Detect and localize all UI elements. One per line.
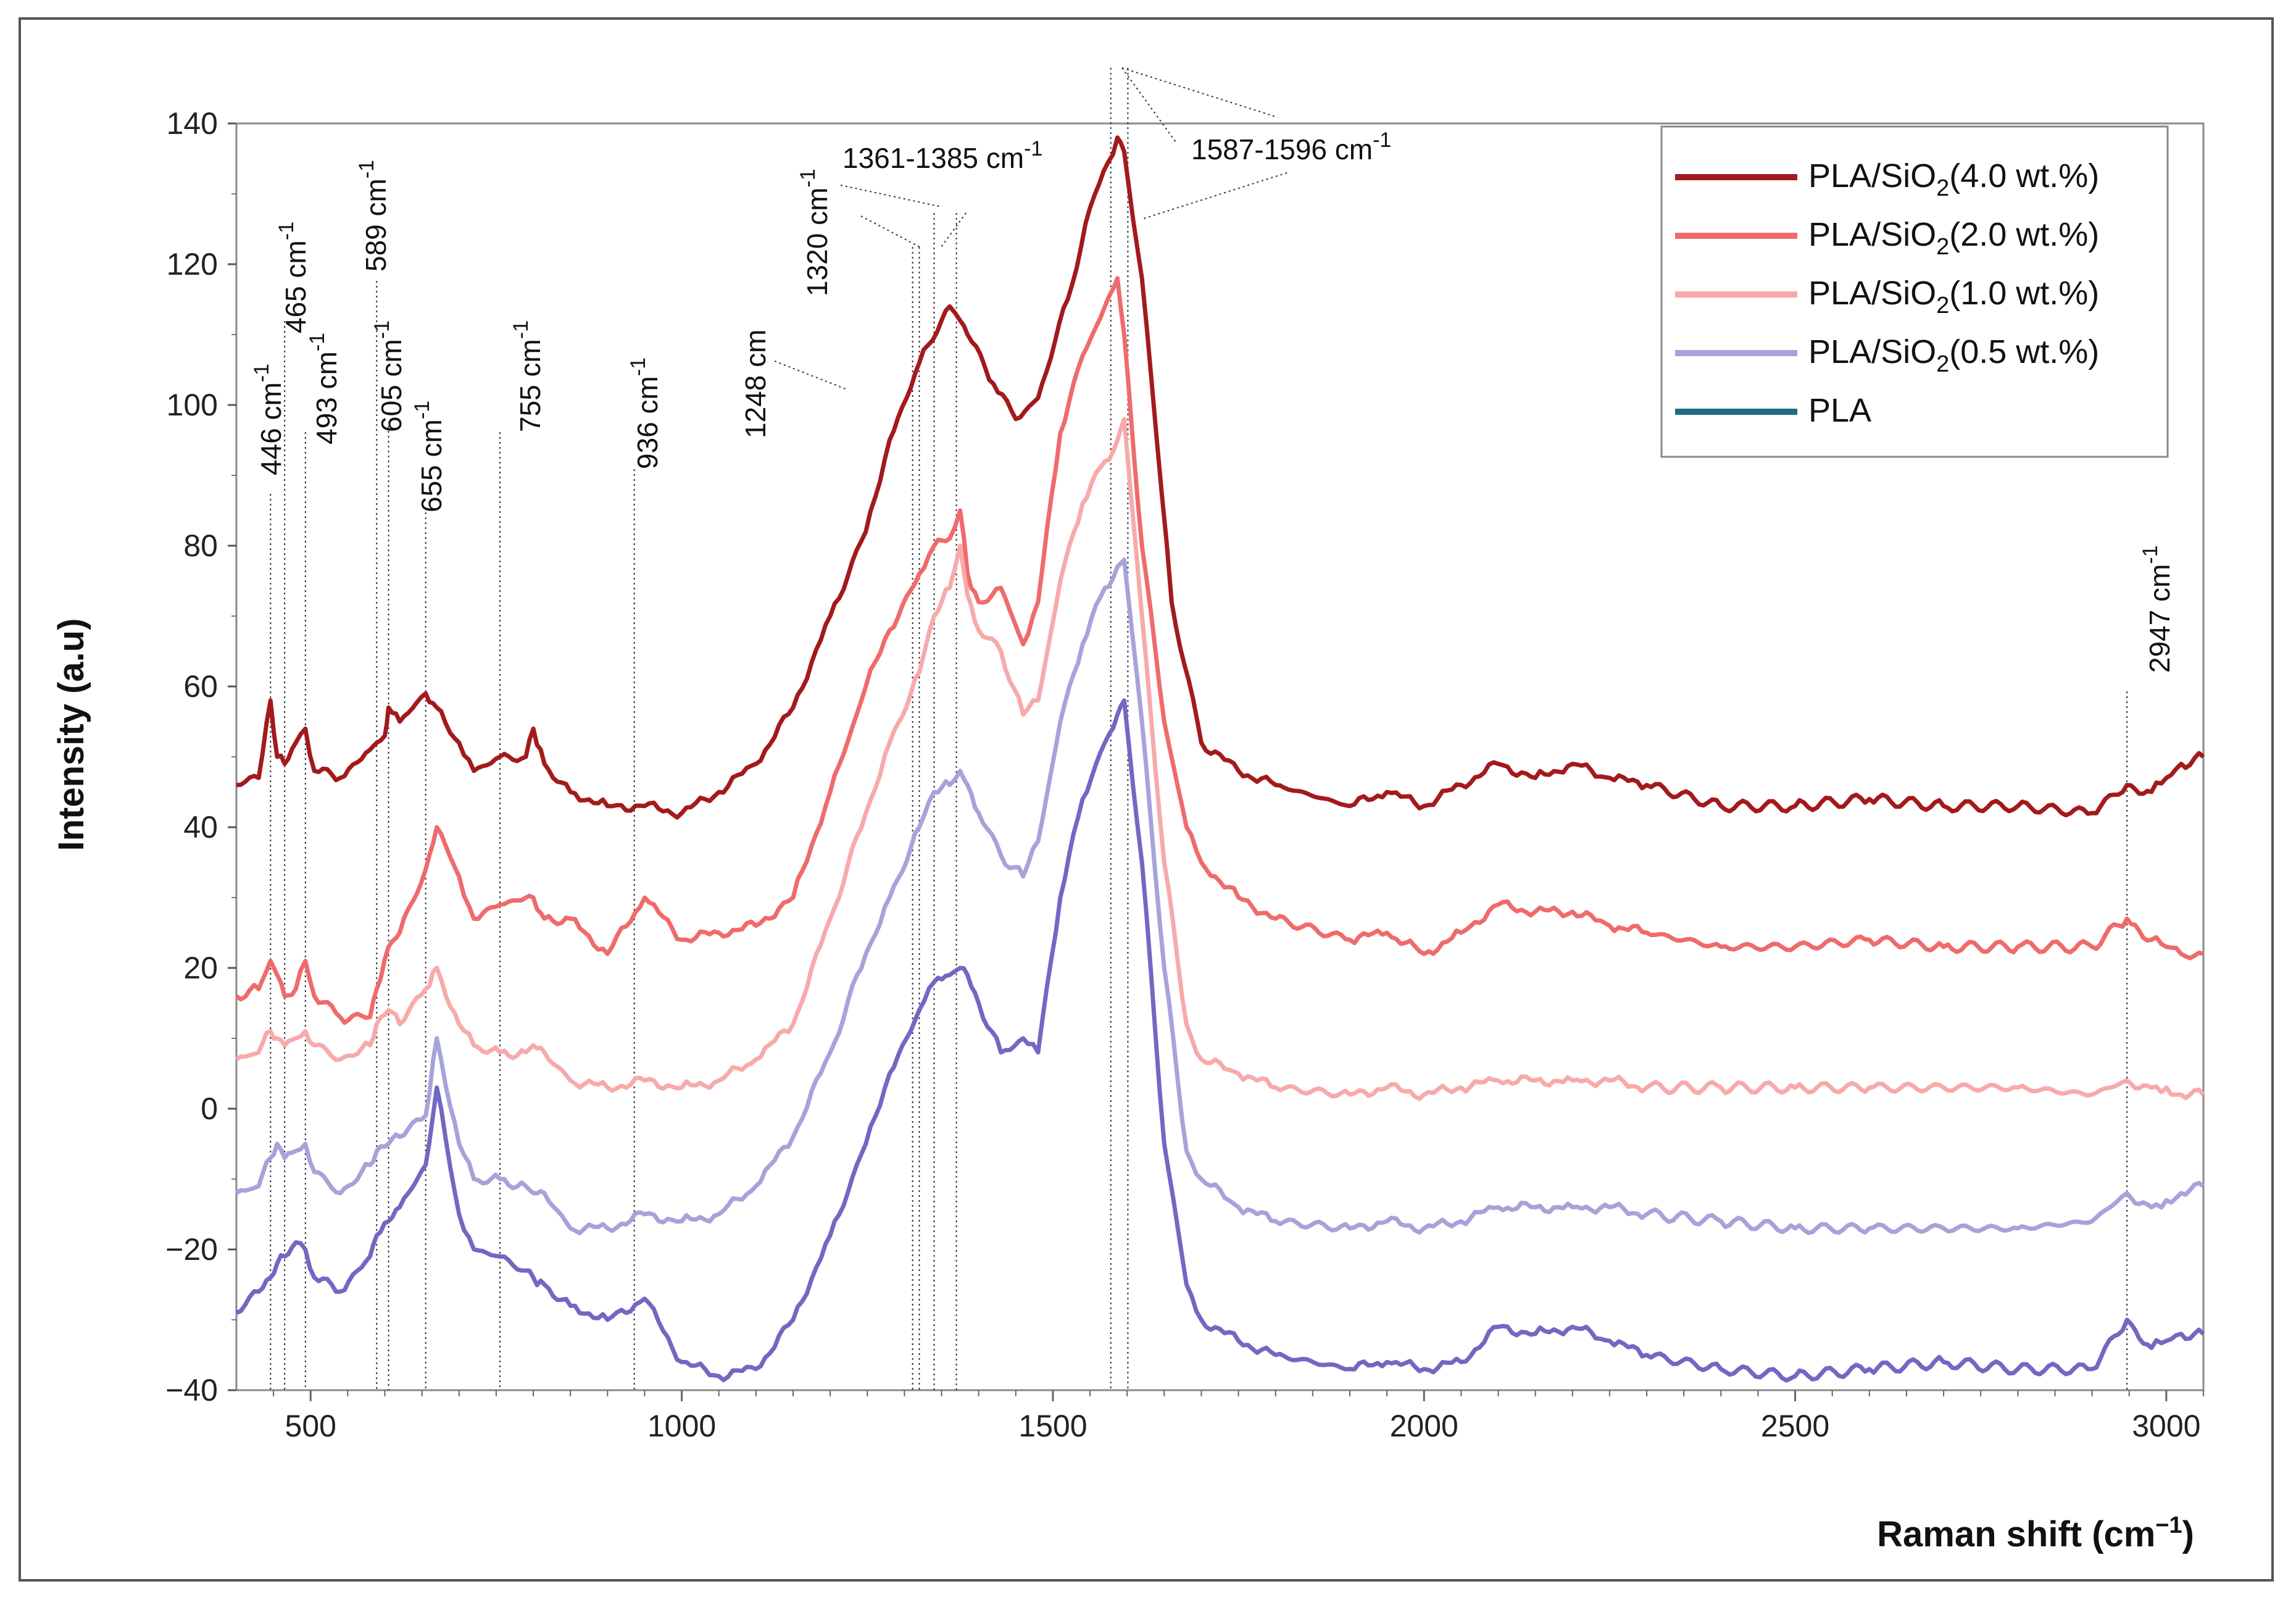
x-tick-label: 3000	[2132, 1409, 2200, 1443]
peak-label: 1361-1385 cm-1	[842, 137, 1042, 174]
label-leader-line	[1141, 172, 1287, 220]
y-tick-label: 80	[183, 528, 218, 563]
x-tick-label: 1500	[1018, 1409, 1087, 1443]
peak-label: 755 cm-1	[509, 320, 546, 432]
label-leader-line	[774, 361, 846, 390]
series-line	[235, 698, 2205, 1383]
peak-label: 2947 cm-1	[2139, 545, 2176, 673]
x-tick-label: 500	[285, 1409, 336, 1443]
series-line	[235, 557, 2205, 1236]
legend-label: PLA	[1808, 392, 1871, 429]
peak-label: 1587-1596 cm-1	[1191, 128, 1391, 165]
x-tick-label: 2000	[1390, 1409, 1458, 1443]
legend-label: PLA/SiO2(4.0 wt.%)	[1808, 157, 2099, 201]
axis-ticks: −40 −20 0 20 40 60 80 100 120 140 500 1000 1500 2000 2…	[165, 106, 2204, 1443]
y-tick-label: 100	[167, 388, 218, 422]
label-leader-line	[860, 215, 920, 248]
x-tick-label: 2500	[1761, 1409, 1829, 1443]
y-tick-label: 0	[201, 1091, 218, 1126]
peak-label: 1248 cm	[739, 330, 772, 438]
peak-label: 446 cm-1	[250, 364, 287, 475]
legend-label: PLA/SiO2(2.0 wt.%)	[1808, 216, 2099, 260]
figure-frame	[19, 17, 2274, 1582]
y-tick-label: −40	[165, 1373, 218, 1407]
y-tick-label: 40	[183, 810, 218, 844]
peak-label: 493 cm-1	[306, 333, 343, 444]
peak-label: 589 cm-1	[355, 160, 392, 272]
y-axis-title: Intensity (a.u)	[51, 618, 91, 851]
peak-label: 936 cm-1	[626, 357, 663, 469]
y-tick-label: 120	[167, 247, 218, 281]
y-tick-label: 140	[167, 106, 218, 141]
series-line	[235, 417, 2205, 1101]
legend-label: PLA/SiO2(0.5 wt.%)	[1808, 333, 2099, 377]
legend: PLA/SiO2(4.0 wt.%) PLA/SiO2(2.0 wt.%) PLA/…	[1660, 125, 2169, 458]
peak-label: 1320 cm-1	[796, 169, 833, 296]
label-leader-line	[1121, 67, 1278, 118]
peak-label: 655 cm-1	[410, 401, 447, 512]
peak-label: 465 cm-1	[275, 222, 312, 333]
series-lines	[235, 135, 2205, 1383]
y-tick-label: 60	[183, 669, 218, 704]
x-axis-title: Raman shift (cm−1)	[1877, 1512, 2194, 1554]
legend-label: PLA/SiO2(1.0 wt.%)	[1808, 275, 2099, 319]
y-tick-label: −20	[165, 1232, 218, 1267]
series-line	[236, 135, 2205, 820]
series-line	[235, 276, 2204, 1025]
x-tick-label: 1000	[647, 1409, 716, 1443]
peak-guide-lines	[270, 67, 2128, 1390]
label-leader-line	[941, 212, 967, 248]
label-leader-line	[1121, 67, 1176, 143]
peak-label: 605 cm-1	[370, 320, 407, 432]
label-leader-line	[840, 185, 942, 207]
y-tick-label: 20	[183, 951, 218, 985]
